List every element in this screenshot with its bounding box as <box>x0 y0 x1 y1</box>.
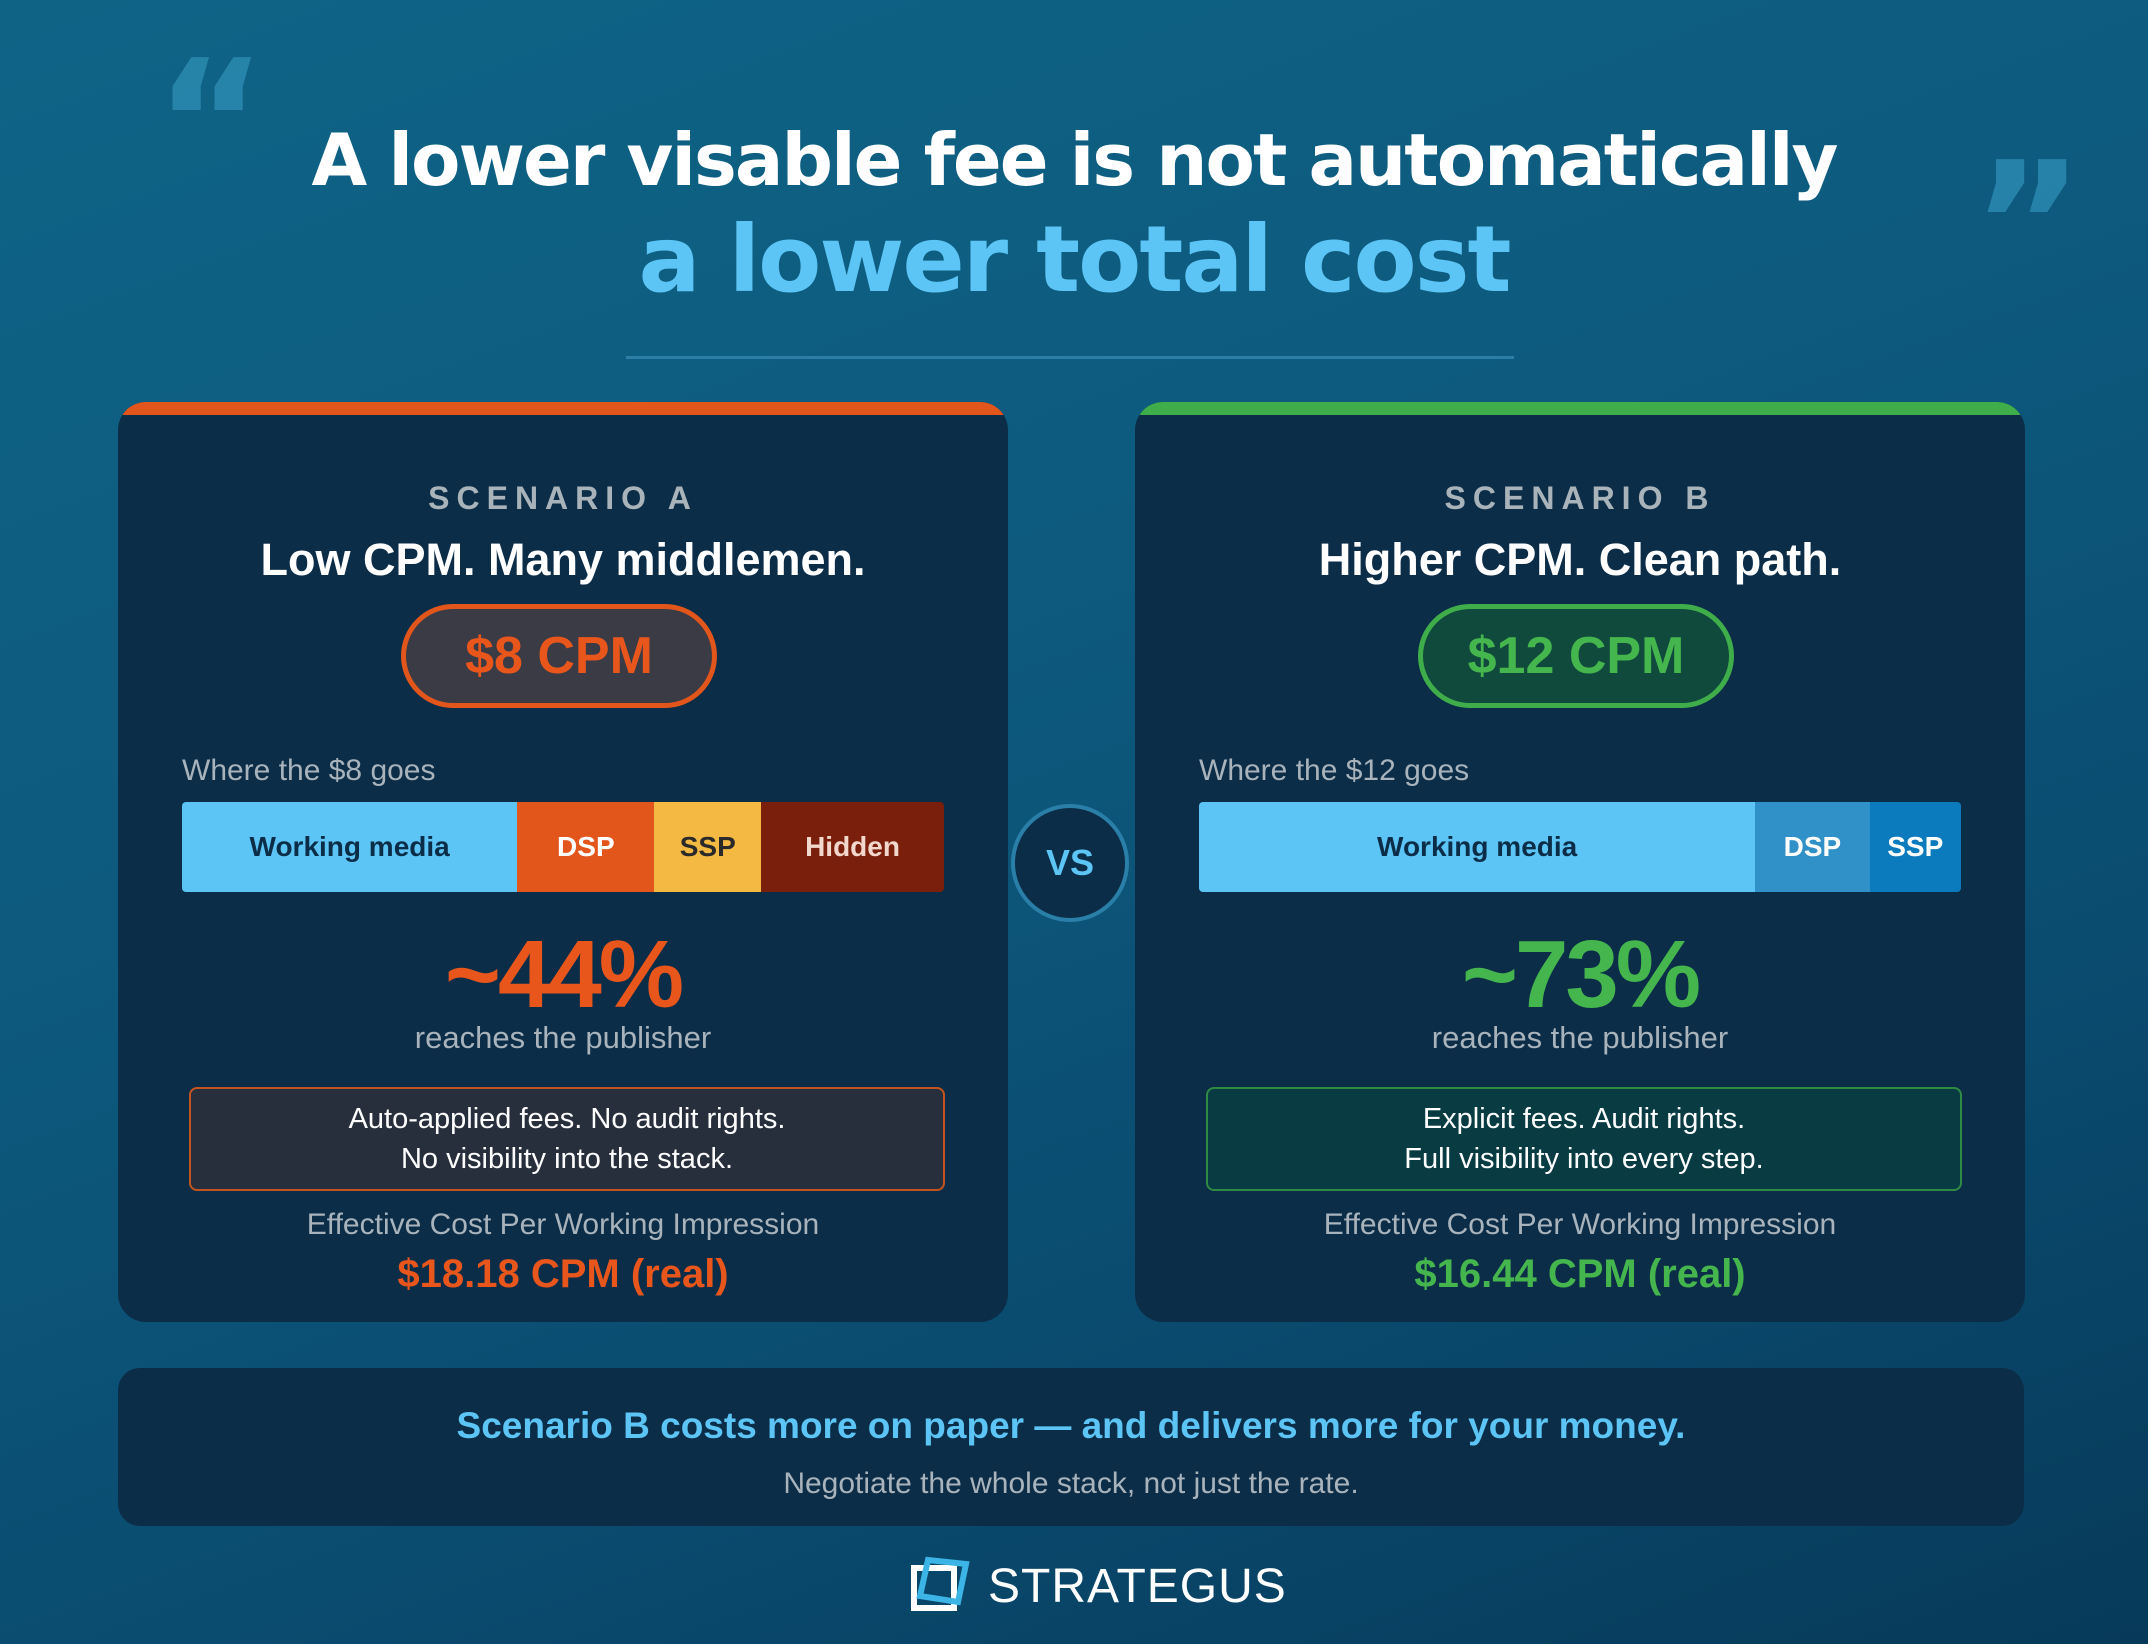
scenario-b-label: SCENARIO B <box>1444 480 1716 516</box>
scenario-a-title: Low CPM. Many middlemen. <box>260 534 866 585</box>
scenario-a-breakdown-bar: Working media DSP SSP Hidden <box>182 802 944 892</box>
brand-name: STRATEGUS <box>988 1559 1287 1613</box>
headline-divider <box>626 356 1514 359</box>
scenario-a-note-line-2: No visibility into the stack. <box>400 1143 733 1175</box>
scenario-a-reaches-label: reaches the publisher <box>414 1020 712 1055</box>
headline-line-2: a lower total cost <box>638 206 1512 313</box>
scenario-b-percent: ~73% <box>1461 921 1701 1028</box>
scenario-a-segment-ssp: SSP <box>654 802 762 892</box>
scenario-a-effective-value: $18.18 CPM (real) <box>397 1252 729 1296</box>
headline-line-1: A lower visable fee is not automatically <box>311 118 1839 202</box>
open-quote-icon: “ <box>155 24 267 222</box>
scenario-b-note-box: Explicit fees. Audit rights. Full visibi… <box>1206 1087 1962 1191</box>
scenario-b-breakdown-bar: Working media DSP SSP <box>1199 802 1961 892</box>
scenario-b-card: SCENARIO B Higher CPM. Clean path. $12 C… <box>1135 402 2025 1322</box>
scenario-b-note-line-1: Explicit fees. Audit rights. <box>1422 1103 1746 1135</box>
summary-sub-text: Negotiate the whole stack, not just the … <box>783 1467 1359 1500</box>
scenario-b-segment-ssp: SSP <box>1869 802 1961 892</box>
summary-main-text: Scenario B costs more on paper — and del… <box>456 1405 1686 1446</box>
summary-box: Scenario B costs more on paper — and del… <box>118 1368 2024 1526</box>
scenario-a-note-line-1: Auto-applied fees. No audit rights. <box>348 1103 786 1135</box>
scenario-a-note-box: Auto-applied fees. No audit rights. No v… <box>189 1087 945 1191</box>
scenario-b-title: Higher CPM. Clean path. <box>1318 534 1842 585</box>
scenario-a-card: SCENARIO A Low CPM. Many middlemen. $8 C… <box>118 402 1008 1322</box>
scenario-b-segment-dsp: DSP <box>1755 802 1870 892</box>
scenario-b-reaches-label: reaches the publisher <box>1431 1020 1729 1055</box>
scenario-a-segment-hidden: Hidden <box>761 802 944 892</box>
scenario-a-segment-working-media: Working media <box>182 802 518 892</box>
strategus-logo-icon <box>911 1556 970 1611</box>
scenario-b-segment-working-media: Working media <box>1199 802 1756 892</box>
scenario-a-label: SCENARIO A <box>428 480 698 516</box>
close-quote-icon: ” <box>1972 126 2084 324</box>
scenario-a-price-pill: $8 CPM <box>401 604 717 708</box>
scenario-a-accent-bar <box>118 402 1008 415</box>
vs-badge: VS <box>1011 804 1129 922</box>
scenario-b-where-label: Where the $12 goes <box>1199 754 1470 787</box>
scenario-b-note-line-2: Full visibility into every step. <box>1404 1143 1764 1175</box>
scenario-a-effective-label: Effective Cost Per Working Impression <box>306 1208 820 1241</box>
scenario-b-price-pill: $12 CPM <box>1418 604 1734 708</box>
scenario-b-accent-bar <box>1135 402 2025 415</box>
scenario-a-percent: ~44% <box>444 921 684 1028</box>
scenario-a-segment-dsp: DSP <box>517 802 655 892</box>
scenario-b-effective-value: $16.44 CPM (real) <box>1414 1252 1746 1296</box>
scenario-b-effective-label: Effective Cost Per Working Impression <box>1323 1208 1837 1241</box>
brand-logo: STRATEGUS <box>908 1556 1287 1616</box>
scenario-a-where-label: Where the $8 goes <box>182 754 436 787</box>
